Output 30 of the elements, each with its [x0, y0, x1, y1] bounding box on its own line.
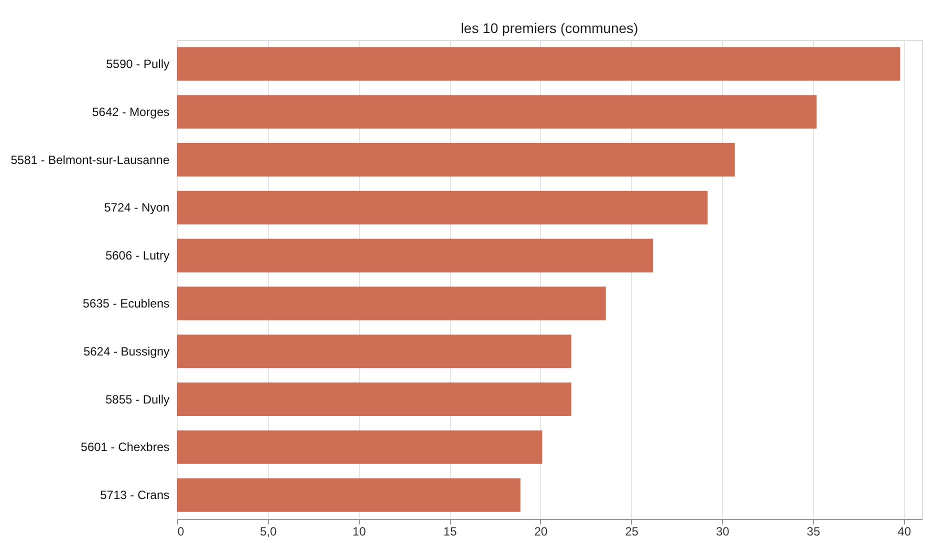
bar [177, 95, 817, 129]
bar [177, 478, 520, 512]
y-tick-label: 5581 - Belmont-sur-Lausanne [10, 152, 170, 167]
bar [177, 382, 572, 416]
bar [177, 430, 542, 464]
bar [177, 190, 708, 224]
y-tick-label: 5724 - Nyon [104, 200, 170, 215]
y-tick-label: 5590 - Pully [106, 56, 170, 71]
x-tick-label: 10 [352, 524, 366, 538]
y-tick-label: 5642 - Morges [92, 104, 170, 119]
y-tick-label: 5713 - Crans [100, 488, 170, 502]
y-tick-label: 5606 - Lutry [105, 248, 170, 263]
x-tick-label: 35 [806, 524, 820, 538]
x-tick-label: 20 [534, 524, 548, 538]
bar [177, 334, 572, 368]
bar [177, 47, 900, 81]
y-tick-label: 5635 - Ecublens [82, 296, 170, 310]
x-tick-label: 15 [443, 524, 458, 538]
bar [177, 238, 654, 272]
bar [177, 142, 735, 177]
x-tick-label: 5,0 [260, 524, 278, 538]
chart-title: les 10 premiers (communes) [460, 20, 638, 36]
x-tick-label: 40 [898, 524, 912, 538]
x-tick-label: 25 [625, 524, 639, 538]
y-tick-label: 5601 - Chexbres [80, 440, 170, 454]
y-tick-label: 5855 - Dully [105, 392, 170, 406]
bar [177, 286, 606, 320]
x-tick-label: 30 [716, 524, 730, 538]
y-tick-label: 5624 - Bussigny [83, 344, 170, 358]
x-tick-label: 0 [178, 524, 184, 538]
